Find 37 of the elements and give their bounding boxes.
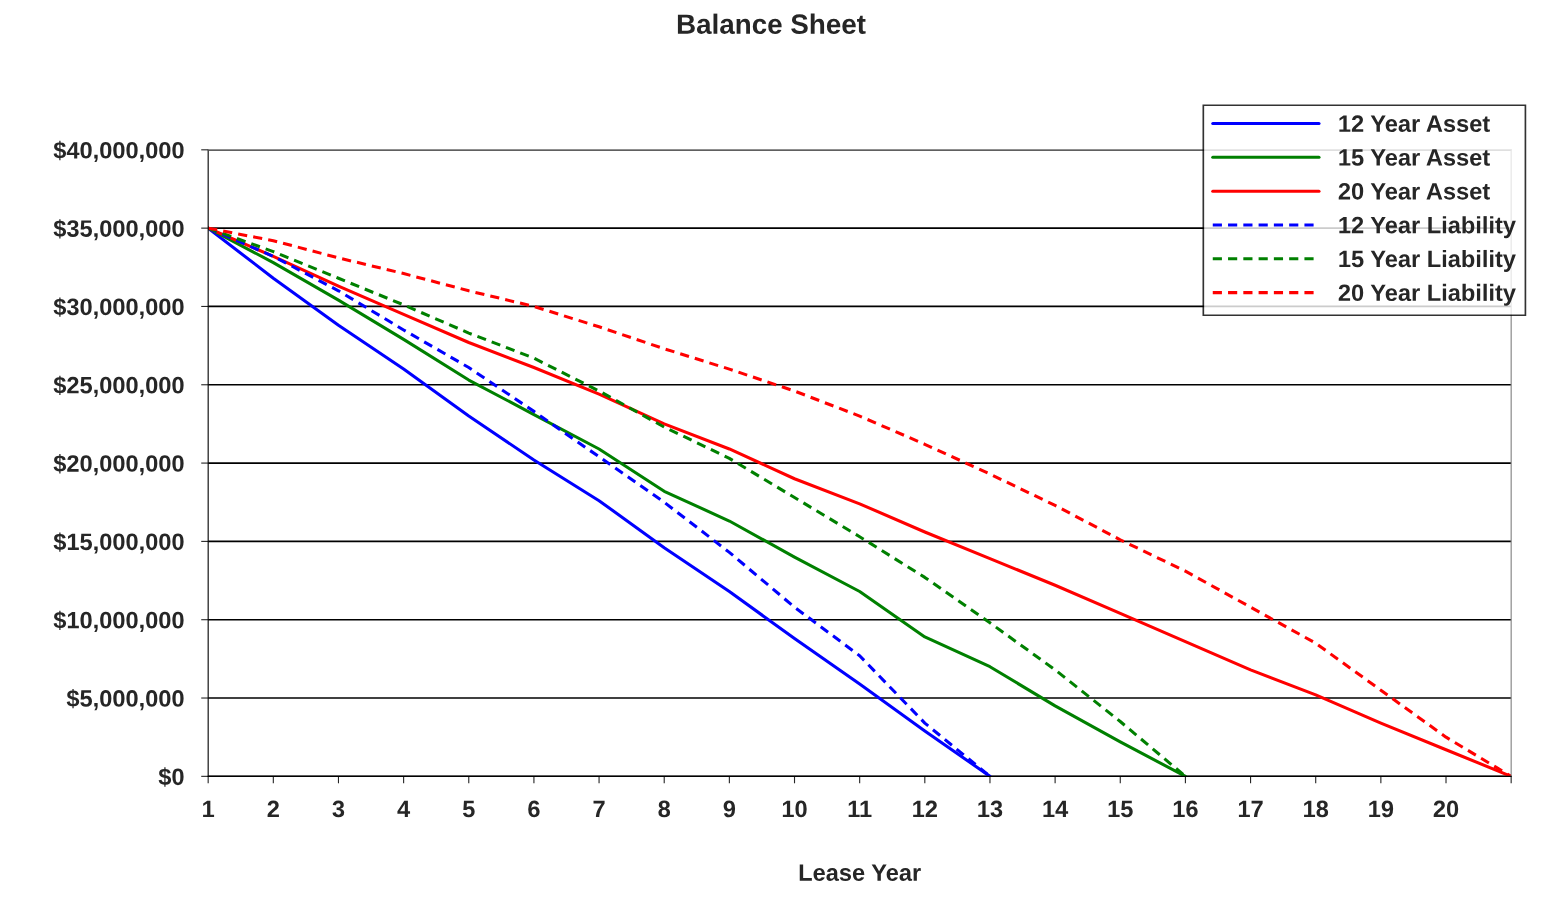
x-tick-label: 20 bbox=[1433, 800, 1459, 818]
x-tick-label: 12 bbox=[913, 800, 937, 818]
y-tick-label: $15,000,000 bbox=[53, 532, 184, 554]
x-tick-label: 6 bbox=[528, 800, 540, 818]
x-tick-label: 14 bbox=[1043, 800, 1069, 818]
x-tick-label: 3 bbox=[332, 800, 345, 818]
legend-label: 12 Year Liability bbox=[1339, 216, 1516, 239]
y-tick-label: $30,000,000 bbox=[53, 297, 184, 319]
legend-label: 20 Year Asset bbox=[1338, 182, 1490, 200]
x-tick-label: 15 bbox=[1108, 800, 1133, 818]
y-tick-label: $40,000,000 bbox=[53, 140, 184, 163]
x-tick-label: 5 bbox=[462, 800, 475, 818]
x-tick-label: 10 bbox=[782, 800, 807, 818]
x-tick-label: 19 bbox=[1369, 800, 1394, 818]
legend-label: 20 Year Liability bbox=[1338, 283, 1516, 306]
y-tick-label: $10,000,000 bbox=[53, 610, 184, 632]
x-tick-label: 4 bbox=[397, 800, 411, 818]
x-axis-title: Lease Year bbox=[799, 864, 921, 881]
y-tick-label: $25,000,000 bbox=[53, 375, 184, 397]
x-tick-label: 8 bbox=[658, 800, 671, 818]
chart-title: Balance Sheet bbox=[677, 13, 866, 35]
legend-label: 15 Year Liability bbox=[1339, 249, 1516, 272]
x-tick-label: 11 bbox=[848, 800, 872, 818]
y-tick-label: $0 bbox=[158, 767, 184, 787]
x-tick-label: 2 bbox=[267, 800, 279, 818]
x-tick-label: 1 bbox=[203, 800, 215, 818]
legend-label: 15 Year Asset bbox=[1339, 149, 1490, 166]
y-tick-label: $5,000,000 bbox=[66, 689, 184, 711]
x-tick-label: 9 bbox=[723, 800, 736, 818]
y-tick-label: $35,000,000 bbox=[53, 219, 184, 241]
x-tick-label: 18 bbox=[1304, 800, 1329, 818]
legend-label: 12 Year Asset bbox=[1339, 115, 1490, 133]
x-tick-label: 17 bbox=[1238, 800, 1263, 818]
x-tick-label: 16 bbox=[1173, 800, 1198, 818]
y-tick-label: $20,000,000 bbox=[53, 454, 184, 476]
x-tick-label: 7 bbox=[593, 800, 605, 818]
x-tick-label: 13 bbox=[978, 800, 1003, 818]
